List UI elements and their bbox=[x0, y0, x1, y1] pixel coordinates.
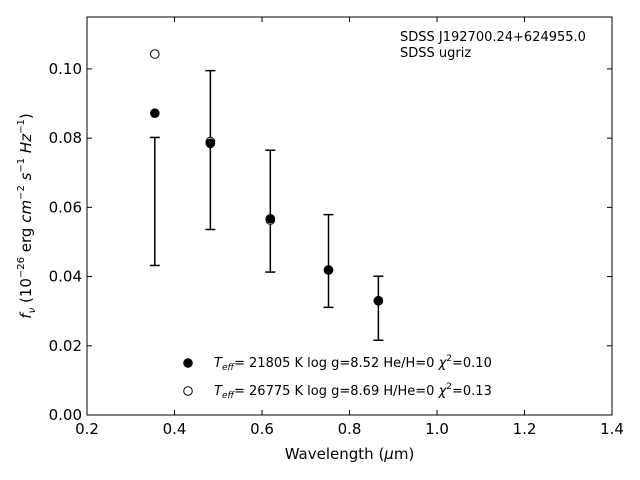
plot-area bbox=[86, 16, 613, 416]
x-tick-label: 0.6 bbox=[250, 420, 274, 438]
legend-marker-filled bbox=[183, 358, 193, 368]
x-tick-label: 0.2 bbox=[75, 420, 99, 438]
y-tick-label: 0.08 bbox=[49, 129, 82, 147]
y-tick-label: 0.04 bbox=[49, 268, 82, 286]
model-point-filled bbox=[205, 138, 216, 149]
y-tick-label: 0.06 bbox=[49, 198, 82, 216]
x-axis-ticks: 0.2 0.4 0.6 0.8 1.0 1.2 1.4 bbox=[75, 17, 624, 438]
y-tick-label: 0.02 bbox=[49, 337, 82, 355]
x-axis-label: Wavelength (μm) bbox=[285, 445, 415, 463]
x-tick-label: 1.0 bbox=[425, 420, 449, 438]
legend-entry-2: Teff= 26775 K log g=8.69 H/He=0 χ2=0.13 bbox=[214, 382, 492, 401]
y-axis-ticks: 0.00 0.02 0.04 0.06 0.08 0.10 bbox=[49, 60, 612, 424]
annotation-survey: SDSS ugriz bbox=[400, 46, 471, 61]
legend-entry-1: Teff= 21805 K log g=8.52 He/H=0 χ2=0.10 bbox=[214, 354, 492, 373]
data-markers bbox=[150, 49, 384, 306]
y-tick-label: 0.00 bbox=[49, 406, 82, 424]
y-axis-label: fν (10−26 erg cm−2 s−1 Hz−1) bbox=[16, 113, 38, 318]
legend-marker-open bbox=[183, 386, 193, 396]
x-tick-label: 0.8 bbox=[338, 420, 362, 438]
y-tick-label: 0.10 bbox=[49, 60, 82, 78]
model-point-filled bbox=[150, 108, 160, 119]
model-point-filled bbox=[265, 213, 276, 224]
model-point-open bbox=[150, 49, 160, 59]
error-bars bbox=[149, 69, 384, 341]
legend: Teff= 21805 K log g=8.52 He/H=0 χ2=0.10 … bbox=[183, 354, 492, 401]
model-point-filled bbox=[373, 295, 384, 306]
x-tick-label: 1.4 bbox=[600, 420, 624, 438]
annotation-object-name: SDSS J192700.24+624955.0 bbox=[400, 30, 586, 45]
x-tick-label: 1.2 bbox=[513, 420, 537, 438]
x-tick-label: 0.4 bbox=[163, 420, 187, 438]
model-point-filled bbox=[323, 265, 334, 275]
